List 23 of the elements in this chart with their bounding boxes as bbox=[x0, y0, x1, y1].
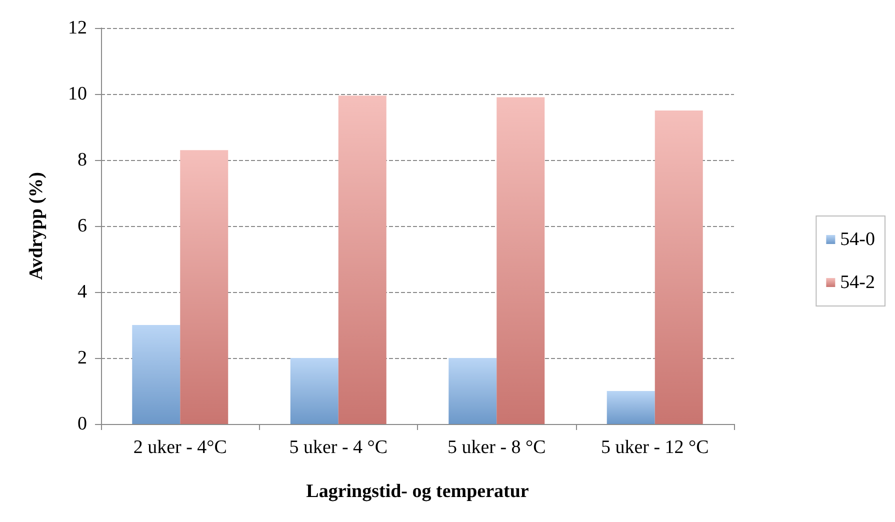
x-tick-label: 2 uker - 4°C bbox=[133, 437, 227, 458]
y-tick-label: 2 bbox=[78, 348, 87, 368]
bar bbox=[496, 97, 545, 424]
bar bbox=[180, 150, 228, 424]
y-tick-label: 0 bbox=[78, 414, 87, 434]
bar bbox=[606, 391, 655, 424]
bar bbox=[338, 96, 386, 424]
bar bbox=[654, 110, 703, 424]
y-tick-label: 8 bbox=[78, 150, 87, 170]
y-tick-label: 10 bbox=[68, 84, 87, 104]
x-tick-label: 5 uker - 8 °C bbox=[447, 437, 546, 458]
y-tick-label: 4 bbox=[78, 282, 88, 302]
y-tick-label: 6 bbox=[78, 216, 87, 236]
y-axis-title: Avdrypp (%) bbox=[26, 172, 47, 280]
legend-label: 54-2 bbox=[840, 272, 875, 293]
bar bbox=[290, 358, 338, 424]
bar bbox=[132, 325, 180, 424]
x-tick-label: 5 uker - 4 °C bbox=[289, 437, 388, 458]
x-axis-title: Lagringstid- og temperatur bbox=[306, 481, 530, 502]
y-tick-label: 12 bbox=[68, 18, 87, 38]
legend-label: 54-0 bbox=[840, 229, 875, 250]
bar bbox=[448, 358, 497, 424]
x-tick-label: 5 uker - 12 °C bbox=[600, 437, 709, 458]
